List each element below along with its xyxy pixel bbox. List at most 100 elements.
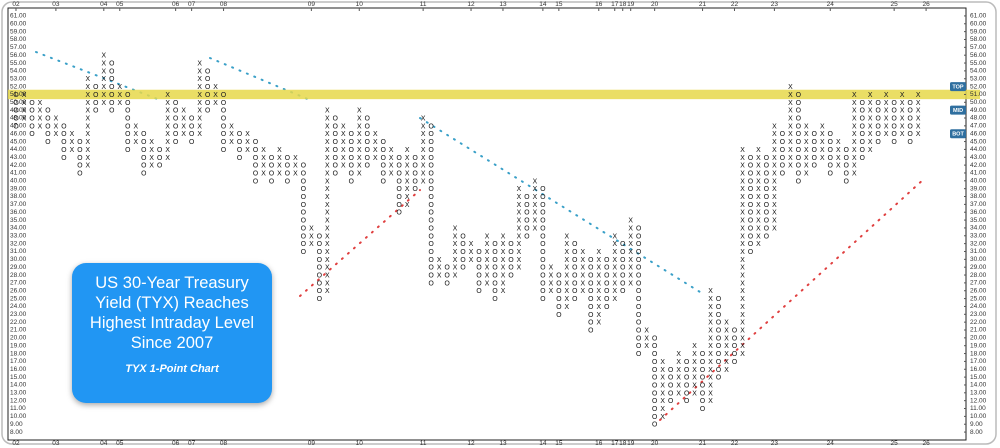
x-box: X — [325, 185, 330, 193]
o-box: O — [636, 295, 642, 303]
o-box: O — [636, 327, 642, 335]
x-box: X — [564, 303, 569, 311]
o-box: O — [859, 122, 865, 130]
y-tick-label-right: 23.00 — [970, 311, 987, 318]
x-box: X — [373, 130, 378, 138]
x-box: X — [165, 115, 170, 123]
y-tick-label: 46.00 — [10, 130, 27, 137]
o-box: O — [636, 232, 642, 240]
y-tick-label: 47.00 — [10, 123, 27, 130]
x-box: X — [69, 138, 74, 146]
o-box: O — [61, 122, 67, 130]
x-tick-label-top: 25 — [891, 1, 899, 8]
x-box: X — [197, 75, 202, 83]
x-box: X — [884, 99, 889, 107]
x-box: X — [165, 107, 170, 115]
x-box: X — [453, 224, 458, 232]
o-box: O — [748, 209, 754, 217]
x-box: X — [916, 107, 921, 115]
o-box: O — [764, 209, 770, 217]
x-box: X — [852, 122, 857, 130]
o-box: O — [45, 107, 51, 115]
o-box: O — [349, 138, 355, 146]
y-tick-label-right: 20.00 — [970, 335, 987, 342]
o-box: O — [684, 397, 690, 405]
x-box: X — [197, 67, 202, 75]
x-tick-label-top: 18 — [619, 1, 627, 8]
x-box: X — [788, 130, 793, 138]
o-box: O — [828, 169, 834, 177]
o-box: O — [253, 146, 259, 154]
o-box: O — [652, 350, 658, 358]
x-box: X — [612, 272, 617, 280]
level-tag-label: MID — [953, 108, 963, 114]
o-box: O — [333, 169, 339, 177]
x-box: X — [708, 366, 713, 374]
o-box: O — [732, 342, 738, 350]
o-box: O — [189, 115, 195, 123]
o-box: O — [764, 177, 770, 185]
x-box: X — [756, 177, 761, 185]
x-box: X — [724, 319, 729, 327]
x-tick-label-top: 06 — [172, 1, 180, 8]
o-box: O — [221, 115, 227, 123]
x-box: X — [54, 130, 59, 138]
y-tick-label-right: 8.00 — [970, 429, 983, 436]
o-box: O — [428, 177, 434, 185]
o-box: O — [141, 154, 147, 162]
o-box: O — [636, 224, 642, 232]
o-box: O — [29, 122, 35, 130]
x-box: X — [836, 146, 841, 154]
o-box: O — [476, 279, 482, 287]
x-box: X — [421, 169, 426, 177]
x-tick-label-bottom: 16 — [595, 440, 603, 447]
x-box: X — [772, 146, 777, 154]
o-box: O — [540, 287, 546, 295]
x-box: X — [389, 146, 394, 154]
x-box: X — [740, 334, 745, 342]
o-box: O — [604, 272, 610, 280]
o-box: O — [285, 177, 291, 185]
o-box: O — [301, 201, 307, 209]
o-box: O — [253, 177, 259, 185]
o-box: O — [524, 232, 530, 240]
x-box: X — [357, 154, 362, 162]
x-box: X — [453, 256, 458, 264]
x-box: X — [756, 193, 761, 201]
x-box: X — [325, 287, 330, 295]
x-box: X — [325, 248, 330, 256]
x-box: X — [357, 107, 362, 115]
x-box: X — [580, 279, 585, 287]
x-box: X — [820, 154, 825, 162]
o-box: O — [45, 130, 51, 138]
o-box: O — [125, 122, 131, 130]
o-box: O — [748, 193, 754, 201]
x-box: X — [389, 169, 394, 177]
y-tick-label-right: 19.00 — [970, 342, 987, 349]
o-box: O — [572, 279, 578, 287]
x-box: X — [708, 374, 713, 382]
x-box: X — [293, 162, 298, 170]
o-box: O — [77, 169, 83, 177]
x-box: X — [628, 224, 633, 232]
x-box: X — [421, 115, 426, 123]
x-box: X — [852, 130, 857, 138]
x-box: X — [564, 248, 569, 256]
o-box: O — [875, 130, 881, 138]
o-box: O — [428, 264, 434, 272]
o-box: O — [349, 146, 355, 154]
o-box: O — [13, 115, 19, 123]
x-tick-label-top: 15 — [555, 1, 563, 8]
x-box: X — [804, 138, 809, 146]
o-box: O — [29, 107, 35, 115]
x-box: X — [804, 130, 809, 138]
o-box: O — [492, 279, 498, 287]
x-box: X — [724, 366, 729, 374]
